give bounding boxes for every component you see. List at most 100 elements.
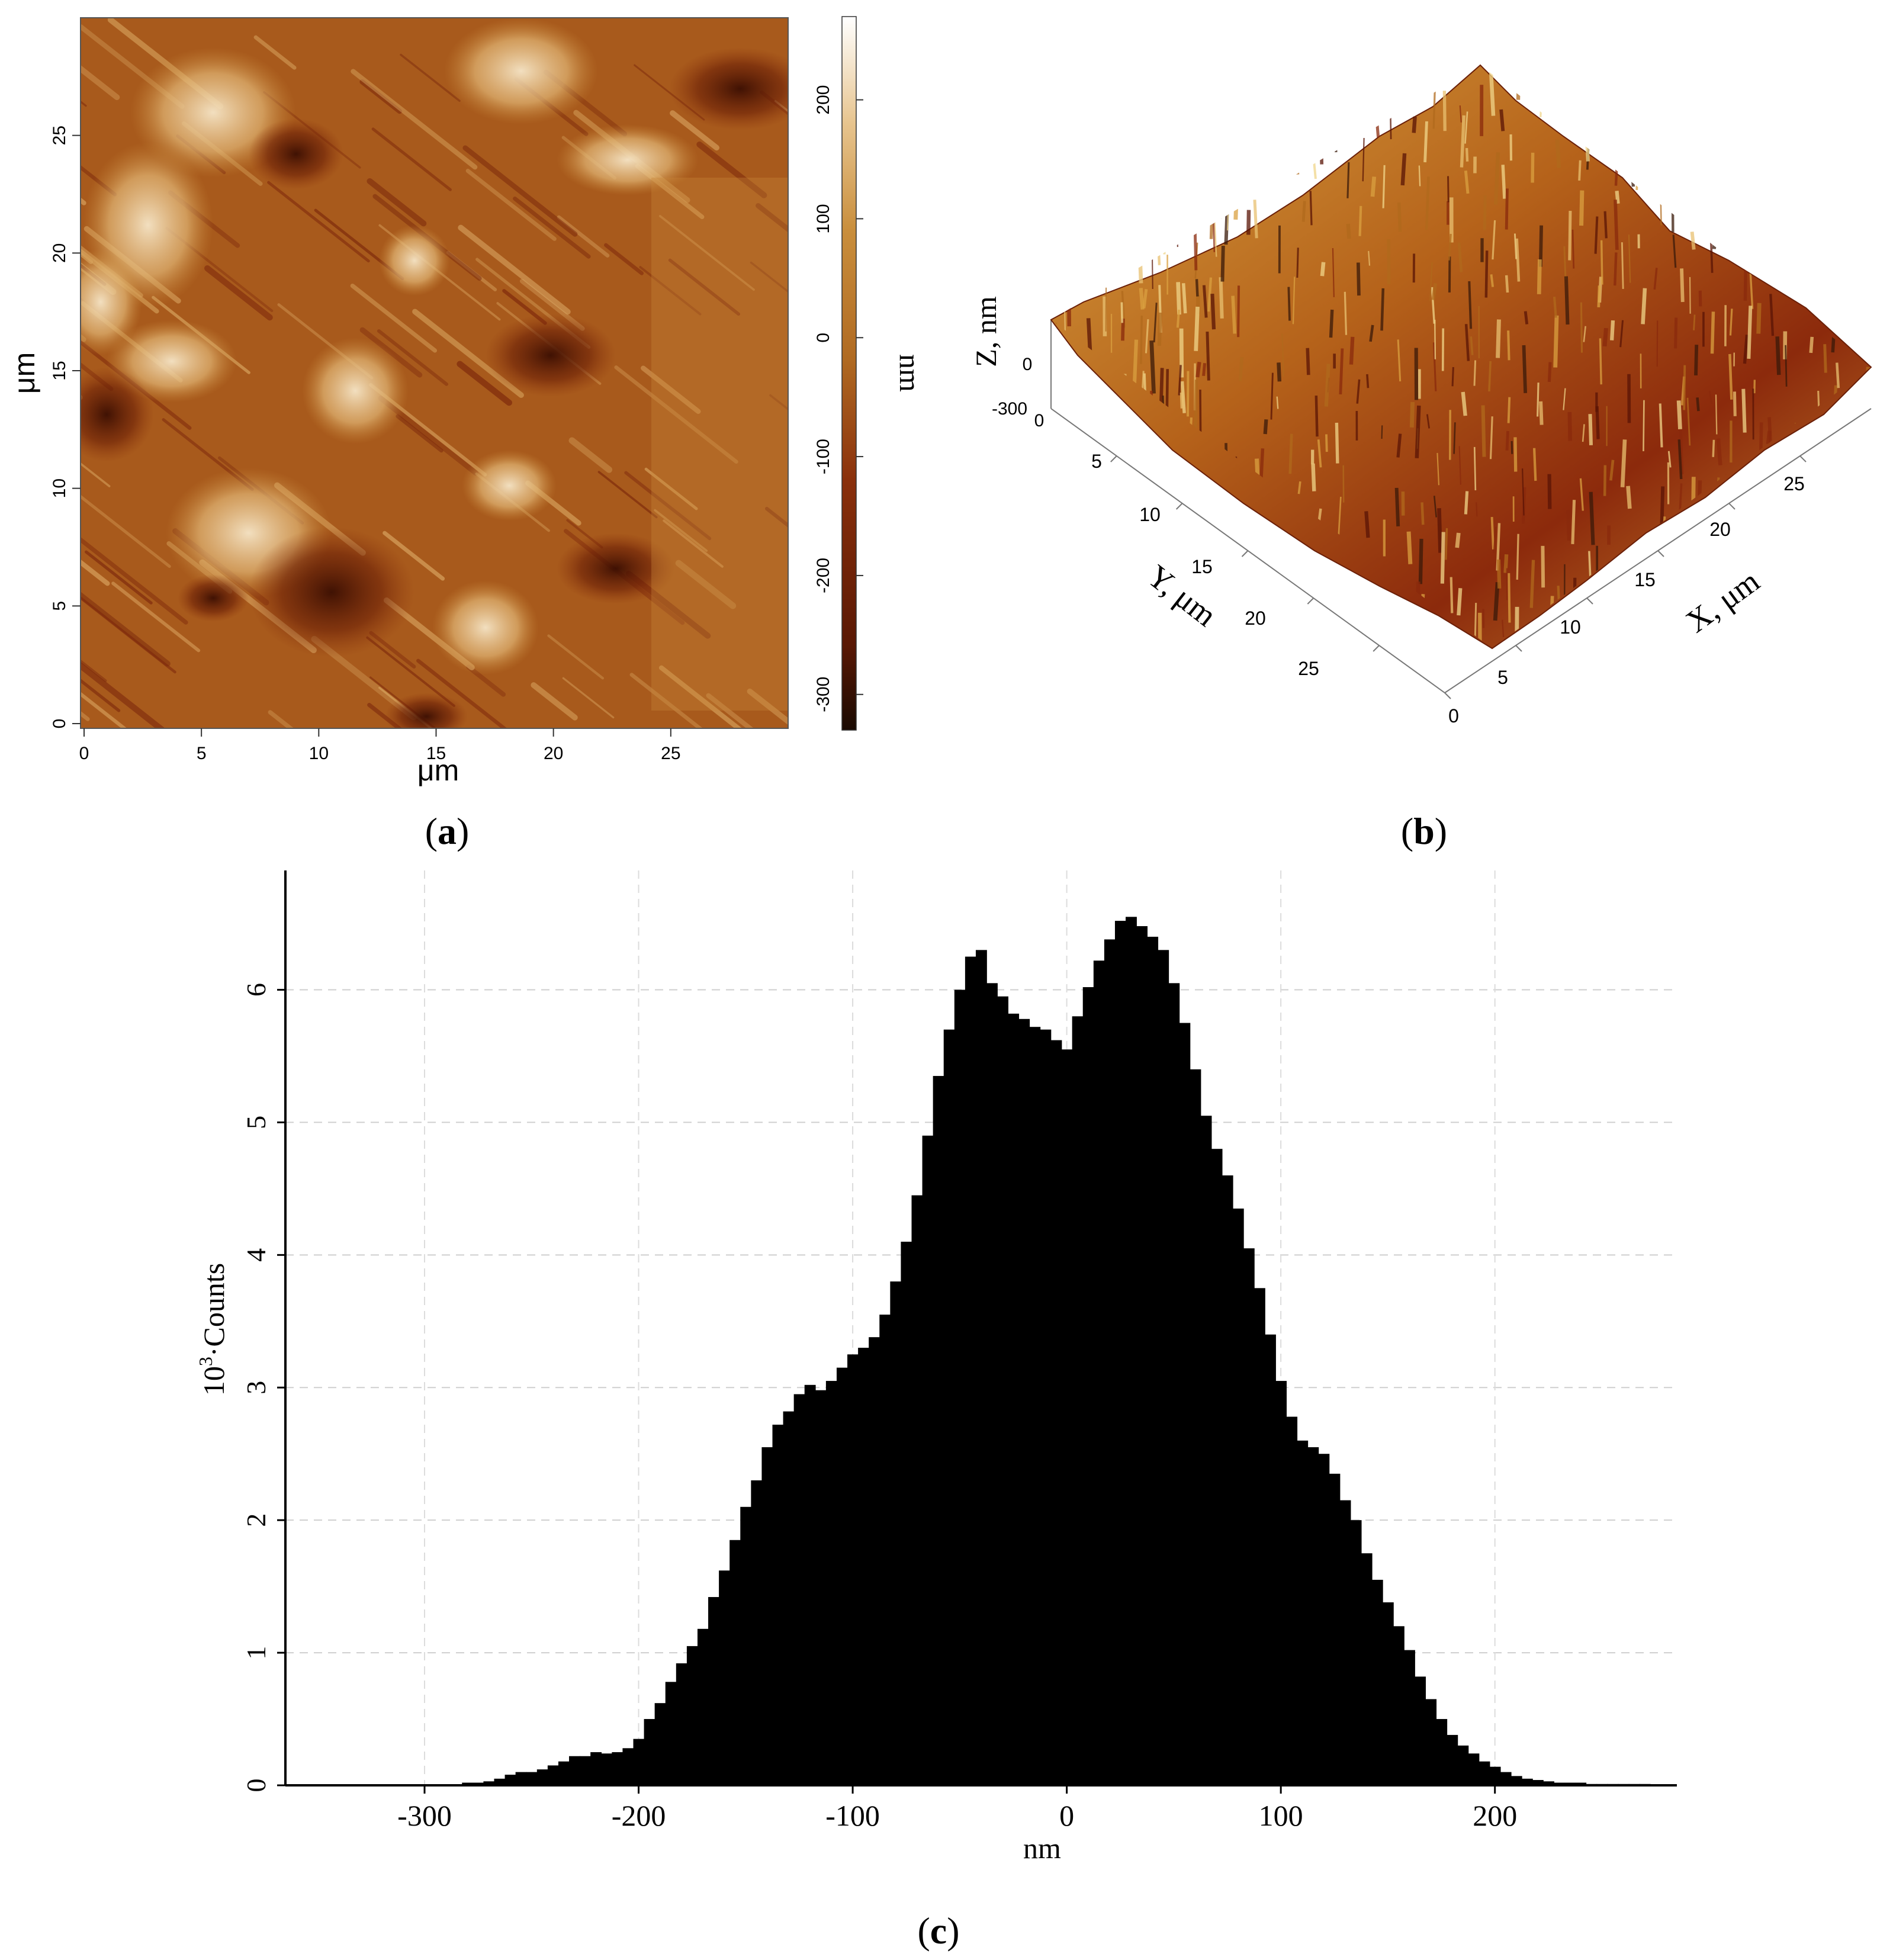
surface-ridge (1202, 362, 1207, 377)
histogram-bar (761, 1447, 773, 1785)
surface-ridge (1729, 309, 1733, 336)
surface-ridge (1505, 275, 1509, 293)
surface-ridge (1723, 643, 1727, 648)
surface-ridge (1641, 288, 1647, 324)
surface-ridge (1317, 439, 1322, 468)
surface-ridge (1423, 121, 1428, 163)
surface-ridge (1068, 236, 1074, 267)
surface-ridge (1346, 162, 1350, 198)
surface-ridge (1445, 528, 1448, 560)
surface-ridge (1420, 502, 1425, 525)
surface-ridge (1264, 124, 1268, 178)
surface-ridge (1603, 211, 1608, 239)
histogram-x-tick-label: -100 (825, 1799, 880, 1832)
surface-ridge (1461, 391, 1467, 416)
surface-ridge (1515, 238, 1521, 282)
colorbar-tick-label: 0 (814, 333, 833, 343)
surface-ridge (1332, 248, 1335, 297)
histogram-bar (975, 950, 987, 1785)
surface-ridge (1853, 410, 1857, 457)
surface-ridge (1708, 391, 1713, 404)
surface-ridge (1447, 176, 1450, 203)
surface-ridge (1555, 139, 1561, 168)
surface-ridge (1433, 496, 1437, 518)
surface-ridge (1054, 323, 1058, 366)
surface-x-ticks: 0 5 10 15 20 25 (1444, 455, 1807, 727)
surface-ridge (1219, 277, 1224, 319)
histogram-bar (1297, 1440, 1309, 1785)
histogram-x-axis-label: nm (1023, 1832, 1061, 1865)
map-streak (663, 519, 724, 568)
surface-ridge (1850, 277, 1855, 290)
map-streak (604, 243, 644, 275)
surface-ridge (1693, 646, 1697, 648)
surface-ridge (1507, 397, 1511, 423)
histogram-bar (494, 1778, 506, 1785)
histogram-bar (1040, 1029, 1052, 1785)
surface-ridge (1397, 202, 1402, 232)
histogram-bar (997, 996, 1008, 1785)
map-streak (204, 265, 273, 321)
histogram-bar (1457, 1745, 1469, 1785)
map-streak (644, 467, 698, 510)
surface-ridge (1101, 511, 1106, 545)
surface-ridge (1819, 624, 1823, 645)
surface-ridge (1197, 197, 1201, 215)
surface-x-tick-mark (1728, 503, 1735, 510)
surface-ridge (1631, 68, 1636, 87)
surface-ridge (1270, 372, 1274, 420)
histogram-bar (901, 1241, 912, 1785)
histogram-bar (1147, 936, 1159, 1785)
surface-ridge (1264, 69, 1271, 109)
surface-ridge (1367, 605, 1372, 648)
map-streak (562, 677, 615, 719)
surface-ridge (1798, 121, 1805, 139)
surface-ridge (1364, 511, 1370, 538)
surface-ridge (1464, 111, 1468, 144)
surface-ridge (1457, 588, 1463, 616)
surface-ridge (1415, 405, 1421, 458)
surface-ridge (1207, 638, 1211, 648)
surface-ridge (1426, 618, 1431, 641)
histogram-bar (601, 1753, 613, 1785)
surface-z-tick-label: -300 (992, 399, 1027, 419)
surface-ridge (1062, 571, 1068, 608)
surface-ridge (1833, 499, 1837, 538)
surface-ridge (1473, 446, 1477, 491)
surface-ridge (1171, 457, 1175, 474)
surface-ridge (1059, 349, 1063, 387)
map-streak (351, 69, 478, 170)
surface-ridge (1051, 86, 1053, 118)
surface-ridge (1135, 124, 1138, 139)
surface-ridge (1277, 362, 1282, 382)
surface-ridge (1656, 320, 1659, 367)
surface-ridge (1108, 542, 1114, 588)
surface-ridge (1807, 574, 1812, 593)
surface-ridge (1628, 234, 1631, 283)
surface-ridge (1860, 148, 1866, 193)
surface-ridge (1603, 641, 1608, 648)
surface-ridge (1242, 108, 1246, 146)
map-streak (568, 437, 613, 473)
histogram-bars (462, 917, 1651, 1785)
histogram-bar (1211, 1149, 1223, 1785)
surface-z-ticks: 0 -300 0 (992, 355, 1044, 430)
histogram-bar (547, 1765, 559, 1785)
histogram-bar (751, 1480, 763, 1785)
histogram-x-tick-label: 100 (1259, 1799, 1303, 1832)
map-streak (81, 659, 107, 682)
surface-ridge (1522, 345, 1528, 393)
surface-ridge (1832, 304, 1836, 330)
surface-ridge (1339, 348, 1344, 395)
histogram-bar (1243, 1248, 1255, 1785)
histogram-bar (1104, 939, 1116, 1785)
surface-ridge (1145, 454, 1149, 471)
surface-ridge (1826, 164, 1831, 191)
map-streak (81, 65, 120, 101)
map-streak (81, 678, 121, 712)
map-streak (371, 127, 452, 191)
surface-ridge (1400, 153, 1407, 186)
surface-ridge (1766, 430, 1772, 445)
surface-ridge (1079, 602, 1084, 618)
map-streak (547, 634, 605, 680)
